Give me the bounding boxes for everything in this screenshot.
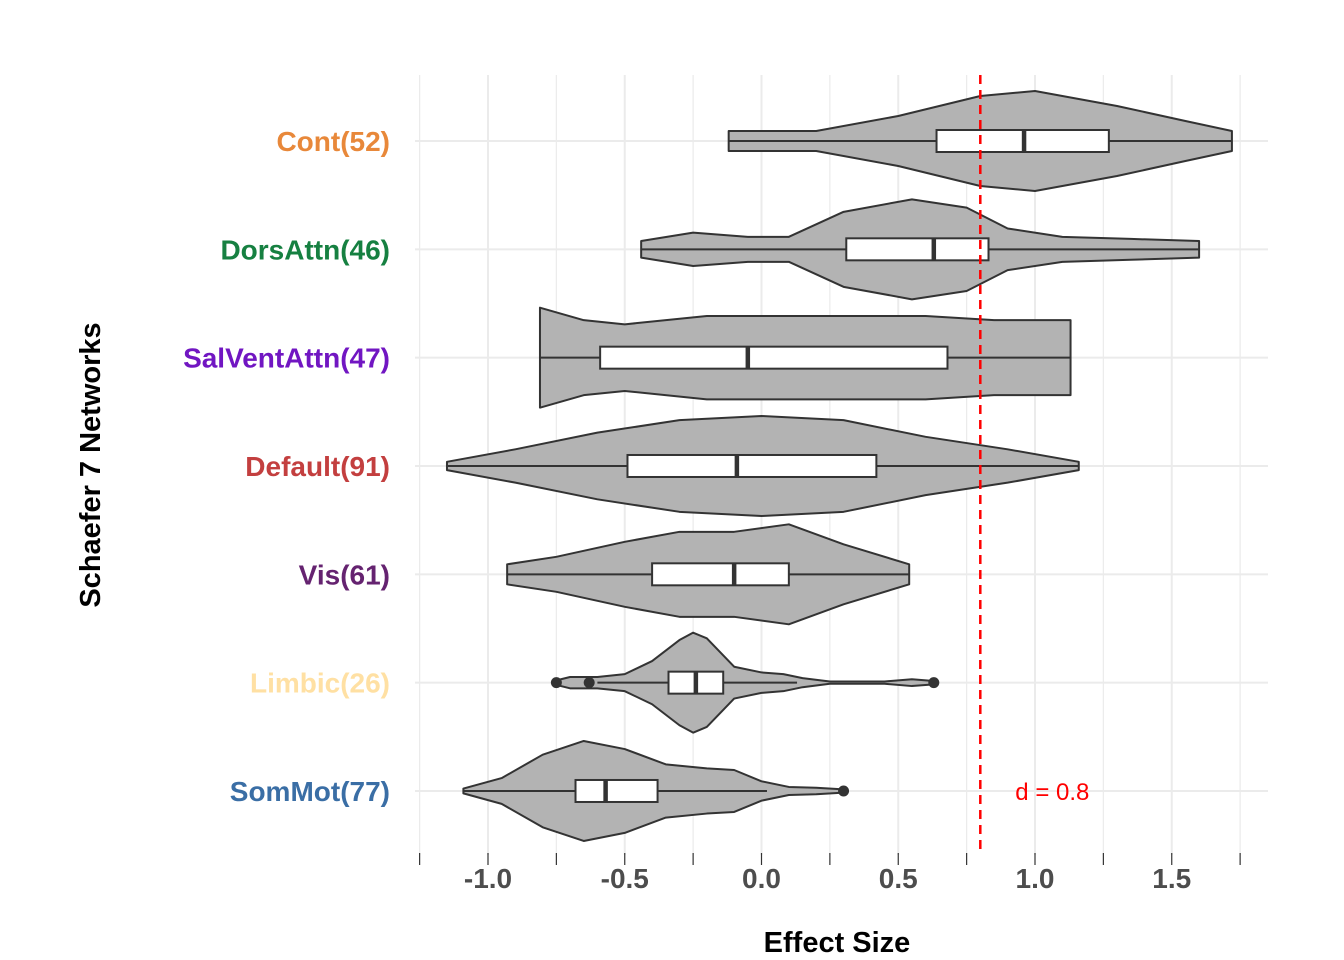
reference-layer: d = 0.8 (979, 75, 1089, 855)
outlier-point (838, 785, 850, 797)
x-axis-title: Effect Size (764, 927, 911, 959)
x-tick-label: 1.0 (1016, 863, 1055, 894)
iqr-box (574, 778, 659, 803)
x-tick-label: 0.0 (742, 863, 781, 894)
y-axis-title: Schaefer 7 Networks (75, 322, 107, 607)
category-label: Vis(61) (299, 559, 390, 590)
category-label: Default(91) (245, 451, 390, 482)
category-label: DorsAttn(46) (220, 234, 390, 265)
x-tick-label: -1.0 (464, 863, 512, 894)
label-layer: -1.0 -0.5 0.0 0.5 1.0 1.5 Cont(52) DorsAttn(46)… (183, 126, 1191, 894)
x-tick-label: -0.5 (601, 863, 649, 894)
x-tick-label: 0.5 (879, 863, 918, 894)
outlier-point (583, 677, 595, 689)
iqr-box (599, 345, 949, 370)
iqr-box (651, 562, 790, 587)
iqr-box (845, 237, 990, 262)
violin-layer (445, 90, 1233, 842)
category-label: Limbic(26) (250, 668, 390, 699)
outlier-point (928, 677, 940, 689)
category-label: SomMot(77) (230, 776, 390, 807)
category-label: SalVentAttn(47) (183, 343, 390, 374)
iqr-box (626, 453, 878, 478)
reference-line-label: d = 0.8 (1015, 779, 1089, 806)
outlier-point (550, 677, 562, 689)
x-tick-label: 1.5 (1152, 863, 1191, 894)
category-label: Cont(52) (276, 126, 390, 157)
